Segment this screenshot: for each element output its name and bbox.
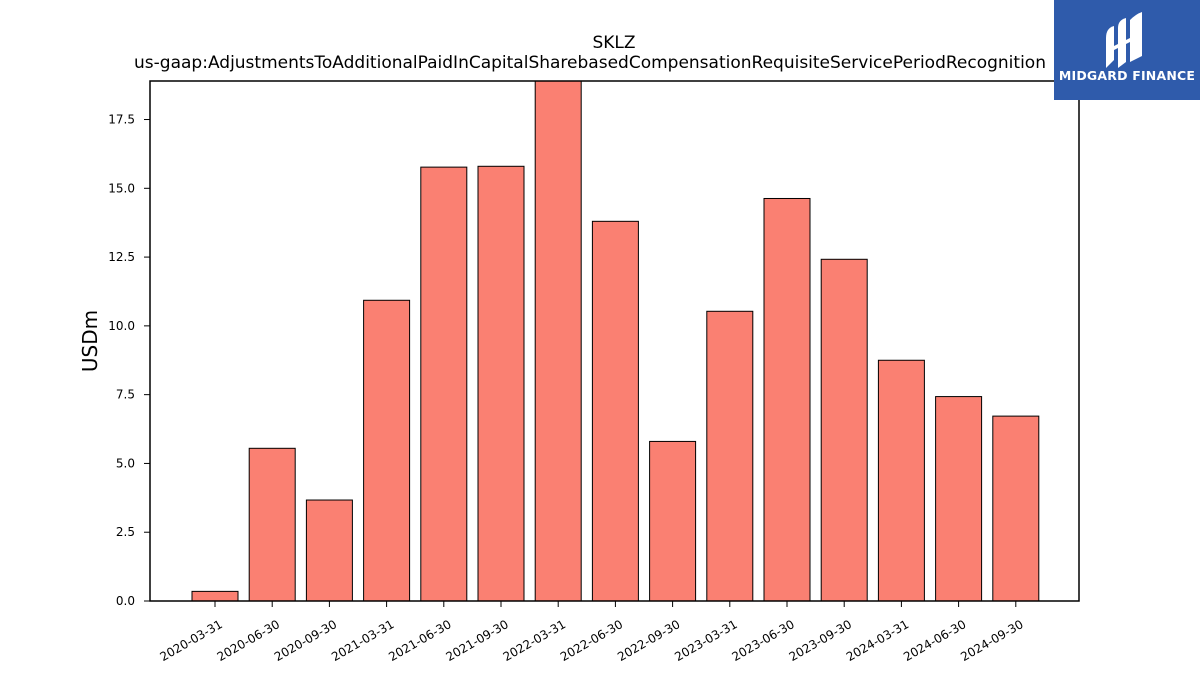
x-tick-label: 2024-03-31	[844, 617, 911, 664]
x-tick-label: 2022-09-30	[615, 617, 682, 664]
logo-text: MIDGARD FINANCE	[1058, 68, 1196, 83]
x-tick-label: 2022-06-30	[558, 617, 625, 664]
bar-2020-06-30	[248, 447, 296, 602]
x-tick-label: 2021-06-30	[386, 617, 453, 664]
bar-2024-06-30	[935, 396, 983, 602]
y-tick-label: 10.0	[108, 319, 135, 333]
chart-subtitle: us-gaap:AdjustmentsToAdditionalPaidInCap…	[134, 53, 1046, 73]
y-tick-label: 15.0	[108, 181, 135, 195]
bar-2020-09-30	[305, 499, 353, 602]
x-tick-label: 2024-06-30	[901, 617, 968, 664]
y-axis: 0.0 2.5 5.0 7.5 10.0 12.5 15.0 17.5	[108, 113, 150, 608]
x-tick-label: 2024-09-30	[958, 617, 1025, 664]
y-tick-label: 12.5	[108, 250, 135, 264]
x-tick-label: 2023-03-31	[672, 617, 739, 664]
bars-group	[191, 80, 1040, 602]
bar-2023-03-31	[706, 310, 754, 602]
x-tick-label: 2023-09-30	[787, 617, 854, 664]
brand-logo: MIDGARD FINANCE	[1054, 0, 1200, 100]
bar-2024-09-30	[992, 415, 1040, 602]
x-tick-label: 2023-06-30	[729, 617, 796, 664]
bar-2023-06-30	[763, 197, 811, 602]
x-tick-label: 2020-03-31	[157, 617, 224, 664]
bar-2021-03-31	[363, 299, 411, 602]
y-tick-label: 5.0	[116, 456, 135, 470]
x-tick-label: 2022-03-31	[501, 617, 568, 664]
y-tick-label: 0.0	[116, 594, 135, 608]
plot-frame	[149, 80, 1080, 602]
bar-2022-06-30	[591, 220, 639, 602]
x-axis: 2020-03-312020-06-302020-09-302021-03-31…	[157, 601, 1026, 664]
bar-2023-09-30	[820, 258, 868, 602]
logo-mark-icon	[1106, 12, 1142, 68]
bar-2024-03-31	[877, 359, 925, 602]
bar-2021-06-30	[420, 166, 468, 602]
y-tick-label: 17.5	[108, 113, 135, 127]
y-axis-label: USDm	[78, 310, 102, 372]
bar-2022-09-30	[649, 440, 697, 602]
bar-2022-03-31	[534, 80, 582, 602]
x-tick-label: 2020-06-30	[215, 617, 282, 664]
x-tick-label: 2021-09-30	[443, 617, 510, 664]
bar-2020-03-31	[191, 590, 239, 602]
chart-title: SKLZ	[592, 33, 635, 53]
x-tick-label: 2020-09-30	[272, 617, 339, 664]
y-tick-label: 7.5	[116, 388, 135, 402]
bar-2021-09-30	[477, 165, 525, 602]
y-tick-label: 2.5	[116, 525, 135, 539]
x-tick-label: 2021-03-31	[329, 617, 396, 664]
